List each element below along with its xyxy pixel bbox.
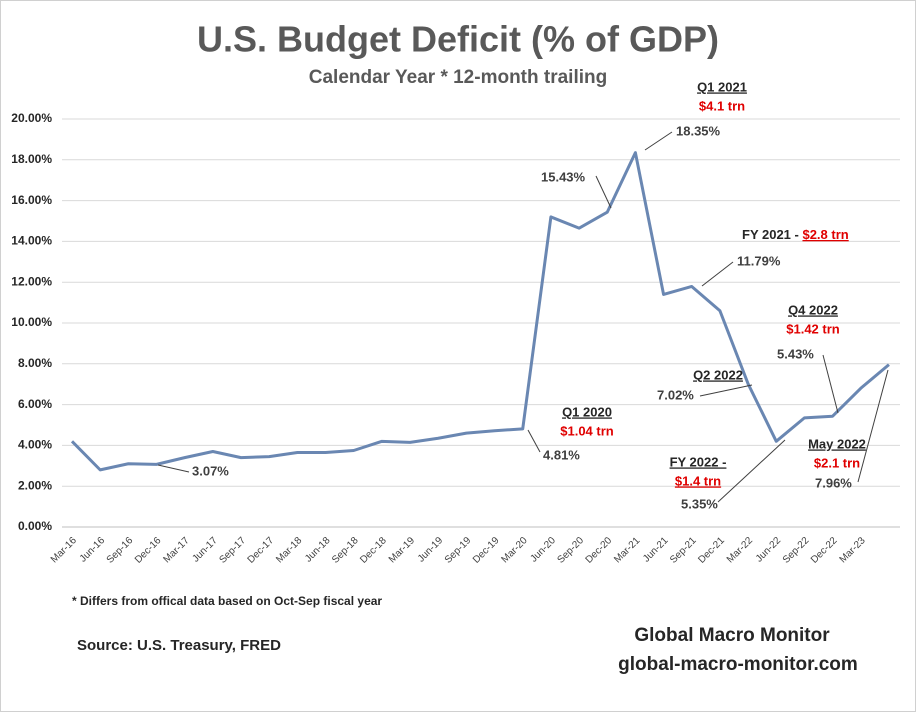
annotation-amount: $2.8 trn (802, 227, 848, 242)
data-label: 15.43% (541, 169, 586, 184)
leader-line (717, 439, 786, 503)
brand: Global Macro Monitor (634, 625, 830, 646)
y-tick-label: 10.00% (11, 315, 52, 329)
annotation-label: FY 2022 - (670, 454, 727, 469)
website: global-macro-monitor.com (618, 654, 858, 675)
data-line (70, 151, 890, 472)
annotation-label: Q1 2020 (562, 404, 612, 419)
annotation-amount: $1.04 trn (560, 423, 614, 438)
annotation-amount: $4.1 trn (699, 98, 745, 113)
leader-line (595, 175, 612, 209)
data-label: 18.35% (676, 123, 721, 138)
annotation: FY 2021 - $2.8 trn (742, 227, 849, 242)
leader-line (822, 354, 839, 414)
annotation-label: Q1 2021 (697, 79, 747, 94)
data-label: 11.79% (737, 253, 781, 268)
annotation-label: Q2 2022 (693, 367, 743, 382)
annotation-amount: $1.4 trn (675, 473, 721, 488)
footnote: * Differs from offical data based on Oct… (72, 594, 382, 608)
y-tick-label: 20.00% (11, 111, 52, 125)
y-tick-label: 8.00% (18, 356, 52, 370)
data-label: 7.96% (815, 475, 852, 490)
y-tick-label: 0.00% (18, 519, 52, 533)
chart-subtitle: Calendar Year * 12-month trailing (309, 67, 607, 88)
leader-line (644, 131, 673, 151)
leader-line (527, 429, 541, 453)
leader-line (699, 384, 753, 397)
annotation-label: FY 2021 - (742, 227, 802, 242)
data-label: 3.07% (192, 463, 229, 478)
leader-line (701, 261, 734, 287)
y-tick-label: 12.00% (11, 274, 52, 288)
y-tick-label: 4.00% (18, 438, 52, 452)
y-tick-label: 2.00% (18, 478, 52, 492)
source: Source: U.S. Treasury, FRED (77, 637, 281, 654)
y-tick-label: 18.00% (11, 152, 52, 166)
leader-line (157, 464, 190, 473)
y-tick-label: 6.00% (18, 397, 52, 411)
data-label: 5.43% (777, 346, 814, 361)
y-tick-label: 14.00% (11, 234, 52, 248)
chart-title: U.S. Budget Deficit (% of GDP) (197, 19, 719, 60)
annotation-amount: $2.1 trn (814, 455, 860, 470)
leader-line (857, 369, 889, 483)
data-label: 4.81% (543, 447, 580, 462)
annotation-label: May 2022 (808, 436, 866, 451)
annotation-amount: $1.42 trn (786, 321, 840, 336)
y-tick-label: 16.00% (11, 193, 52, 207)
data-label: 7.02% (657, 387, 694, 402)
data-label: 5.35% (681, 496, 718, 511)
annotation-label: Q4 2022 (788, 302, 838, 317)
